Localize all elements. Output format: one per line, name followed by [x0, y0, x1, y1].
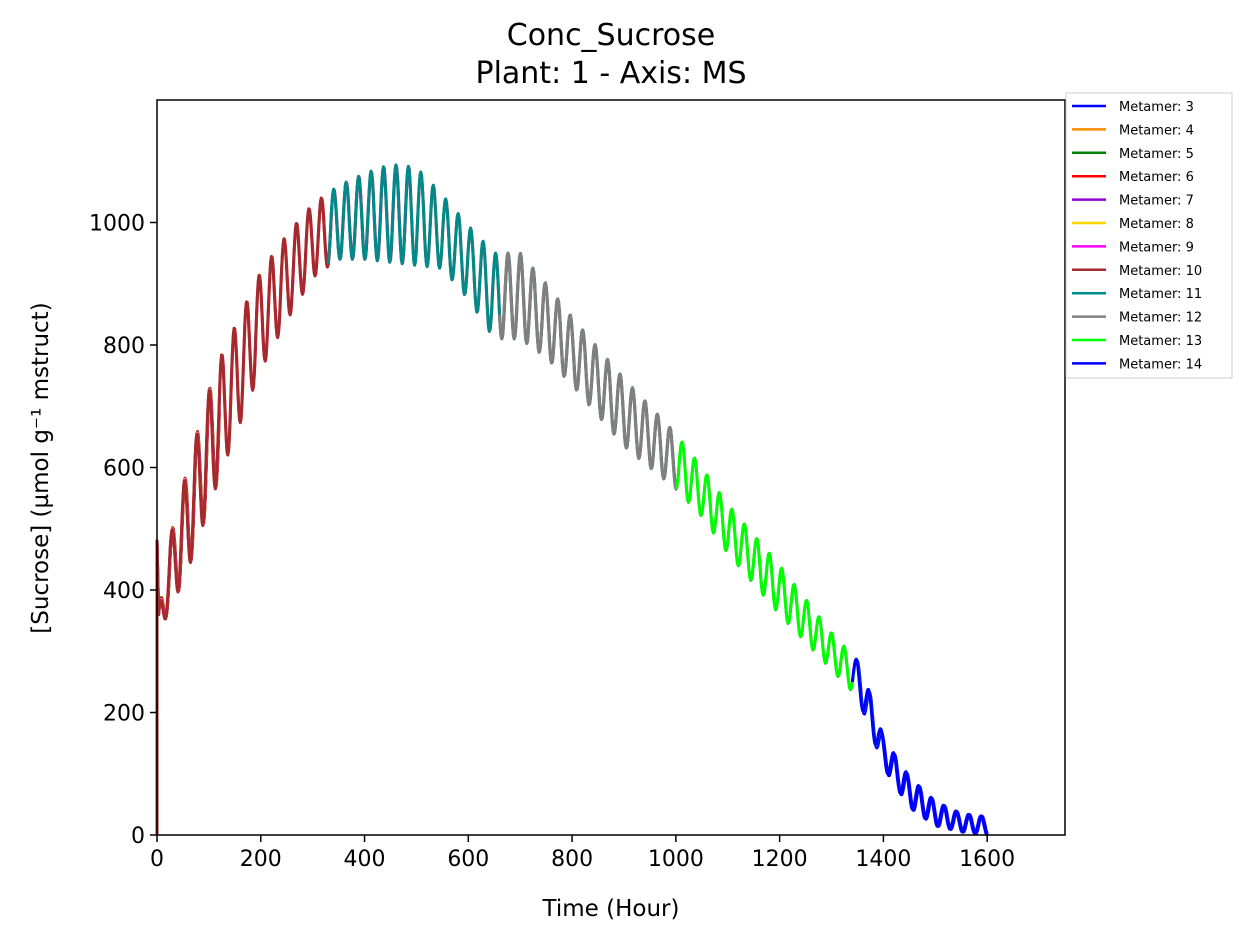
legend-entry: Metamer: 8	[1119, 217, 1194, 232]
series-line	[850, 657, 989, 837]
y-tick-label: 400	[103, 579, 145, 604]
y-tick-label: 800	[103, 334, 145, 359]
x-axis: 0 200 400 600 800 1000 1200 1400 1600	[150, 835, 1015, 872]
x-tick-label: 600	[447, 847, 489, 872]
x-tick-label: 1600	[959, 847, 1015, 872]
legend-entry: Metamer: 10	[1119, 264, 1202, 279]
x-tick-label: 0	[150, 847, 164, 872]
legend-entry: Metamer: 13	[1119, 334, 1202, 349]
legend-entry: Metamer: 4	[1119, 123, 1194, 138]
series-line	[155, 163, 677, 835]
y-tick-label: 600	[103, 457, 145, 482]
legend-entry: Metamer: 12	[1119, 311, 1202, 326]
legend-entry: Metamer: 14	[1119, 357, 1202, 372]
legend-entry: Metamer: 7	[1119, 194, 1194, 209]
x-tick-label: 1200	[752, 847, 808, 872]
x-tick-label: 1400	[855, 847, 911, 872]
chart-subtitle: Plant: 1 - Axis: MS	[475, 56, 746, 91]
legend-box	[1065, 92, 1233, 379]
chart-title: Conc_Sucrose	[507, 18, 715, 53]
legend: Metamer: 3 Metamer: 4 Metamer: 5 Metamer: 6…	[1065, 92, 1233, 379]
x-tick-label: 1000	[648, 847, 704, 872]
legend-entry: Metamer: 5	[1119, 147, 1194, 162]
x-axis-label: Time (Hour)	[542, 896, 680, 922]
y-tick-label: 200	[103, 702, 145, 727]
legend-entry: Metamer: 9	[1119, 240, 1194, 255]
legend-entry: Metamer: 3	[1119, 100, 1194, 115]
x-tick-label: 200	[240, 847, 282, 872]
series-line	[674, 440, 885, 747]
y-axis-label: [Sucrose] (µmol g⁻¹ mstruct)	[28, 302, 54, 633]
y-tick-label: 0	[131, 824, 145, 849]
y-axis: 0 200 400 600 800 1000	[89, 212, 157, 849]
legend-entry: Metamer: 6	[1119, 170, 1194, 185]
x-tick-label: 400	[344, 847, 386, 872]
legend-entry: Metamer: 11	[1119, 287, 1202, 302]
plot-lines	[155, 163, 989, 837]
plot-frame	[156, 99, 1066, 836]
x-tick-label: 800	[551, 847, 593, 872]
y-tick-label: 1000	[89, 212, 145, 237]
